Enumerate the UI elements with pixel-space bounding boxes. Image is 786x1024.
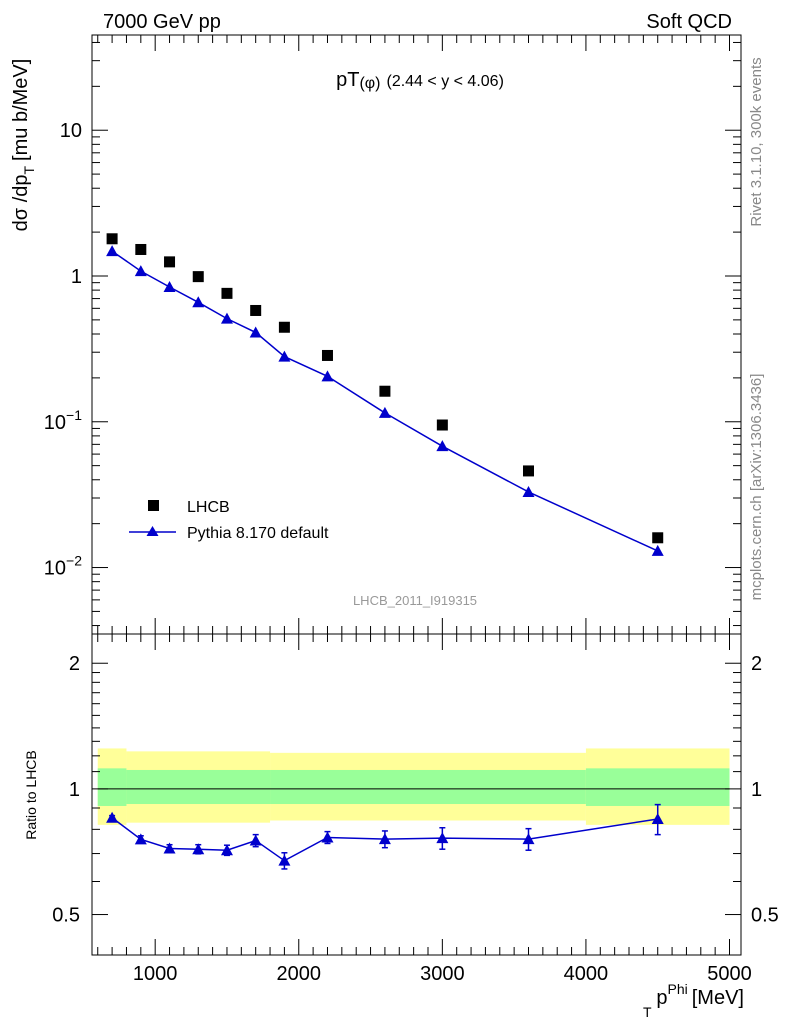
chart-title-range: (2.44 < y < 4.06) <box>386 73 503 90</box>
x-tick-label: 3000 <box>420 963 465 985</box>
ratio-point <box>163 842 176 854</box>
chart-title-sub: (φ) <box>359 75 380 92</box>
ratio-y-axis-label: Ratio to LHCB <box>23 750 39 839</box>
ratio-y-tick-label-right: 1 <box>751 779 762 801</box>
ratio-y-tick-label-left: 1 <box>69 779 80 801</box>
y-axis-label-sub: T <box>21 166 37 175</box>
x-axis-label-subscript: T <box>643 1004 652 1020</box>
legend-marker-pythia <box>146 526 159 536</box>
ratio-line <box>111 817 658 862</box>
pythia-point <box>220 312 233 324</box>
legend-marker-lhcb <box>148 500 159 511</box>
x-tick-label: 1000 <box>133 963 178 985</box>
ratio-point <box>249 834 262 846</box>
y-tick-label: 10−1 <box>44 407 82 434</box>
pythia-point <box>522 485 535 497</box>
pythia-point <box>436 440 449 452</box>
pythia-line <box>111 250 659 552</box>
ratio-y-tick-label-left: 2 <box>69 653 80 675</box>
ratio-frame <box>91 633 742 956</box>
ratio-bands <box>97 748 730 825</box>
pythia-point <box>278 350 291 362</box>
x-axis-label-sup: Phi <box>668 981 688 997</box>
lhcb-point <box>652 532 664 544</box>
ratio-y-tick-label-right: 2 <box>751 653 762 675</box>
ratio-point <box>278 854 291 866</box>
y-axis-label: dσ /dpT [mu b/MeV] <box>10 59 37 232</box>
lhcb-point <box>106 233 118 245</box>
pythia-point <box>134 265 147 277</box>
main-marks <box>106 233 664 556</box>
lhcb-point <box>192 271 204 283</box>
ratio-point <box>134 833 147 845</box>
ratio-ticks: 2 2 1 1 0.5 0.5 1000 2000 3000 4000 5000 <box>52 634 779 985</box>
lhcb-point <box>321 349 333 361</box>
rivet-label: Rivet 3.1.10, 300k events <box>748 57 765 226</box>
chart-title-main: pT <box>336 69 359 91</box>
y-tick-label: 10 <box>60 120 82 142</box>
x-axis-label: pPhi [MeV] <box>656 981 744 1009</box>
x-axis-label-main: p <box>656 987 667 1009</box>
pythia-point <box>192 296 205 308</box>
lhcb-point <box>164 256 176 268</box>
uncertainty-band-inner <box>585 768 730 806</box>
ratio-y-tick-label-right: 0.5 <box>751 905 779 927</box>
lhcb-point <box>221 287 233 299</box>
legend-label-lhcb: LHCB <box>187 499 230 516</box>
y-axis-label-main: dσ /dp <box>10 175 32 232</box>
analysis-id: LHCB_2011_I919315 <box>353 593 477 608</box>
y-tick-label: 1 <box>71 266 82 288</box>
main-panel: 10 1 10−1 10−2 pT(φ) (2.44 < y < 4.06) dσ /d… <box>10 34 742 635</box>
x-tick-label: 5000 <box>707 963 752 985</box>
lhcb-point <box>522 465 534 477</box>
lhcb-point <box>135 243 147 255</box>
uncertainty-band-inner <box>126 769 271 805</box>
ratio-point <box>378 833 391 845</box>
ratio-point <box>106 811 119 823</box>
ratio-y-tick-label-left: 0.5 <box>52 905 80 927</box>
uncertainty-band-inner <box>97 768 127 806</box>
pythia-point <box>106 245 119 257</box>
pythia-point <box>378 406 391 418</box>
x-tick-label: 2000 <box>277 963 322 985</box>
ratio-point <box>651 812 664 824</box>
y-axis-label-unit: [mu b/MeV] <box>10 59 32 161</box>
lhcb-point <box>436 419 448 431</box>
chart-title: pT(φ) (2.44 < y < 4.06) <box>336 69 504 92</box>
y-tick-label: 10−2 <box>44 553 82 580</box>
site-label: mcplots.cern.ch [arXiv:1306.3436] <box>748 374 765 601</box>
ratio-point <box>522 833 535 845</box>
ratio-point <box>220 844 233 856</box>
main-ticks: 10 1 10−1 10−2 <box>44 35 741 634</box>
ratio-marks <box>106 803 664 870</box>
lhcb-point <box>278 321 290 333</box>
x-tick-label: 4000 <box>564 963 609 985</box>
lhcb-point <box>379 385 391 397</box>
pythia-point <box>249 326 262 338</box>
pythia-point <box>651 544 664 556</box>
legend: LHCB Pythia 8.170 default <box>129 499 329 542</box>
ratio-panel: 2 2 1 1 0.5 0.5 1000 2000 3000 4000 5000 Ratio to … <box>23 633 779 1020</box>
x-axis-label-unit: [MeV] <box>692 987 744 1009</box>
header-left: 7000 GeV pp <box>103 11 221 33</box>
pythia-point <box>163 281 176 293</box>
pythia-point <box>321 370 334 382</box>
header-right: Soft QCD <box>646 11 732 33</box>
ratio-point <box>192 843 205 855</box>
lhcb-point <box>250 304 262 316</box>
legend-label-pythia: Pythia 8.170 default <box>187 525 329 542</box>
ratio-point <box>321 831 334 843</box>
uncertainty-band-inner <box>270 769 586 805</box>
ratio-point <box>436 832 449 844</box>
